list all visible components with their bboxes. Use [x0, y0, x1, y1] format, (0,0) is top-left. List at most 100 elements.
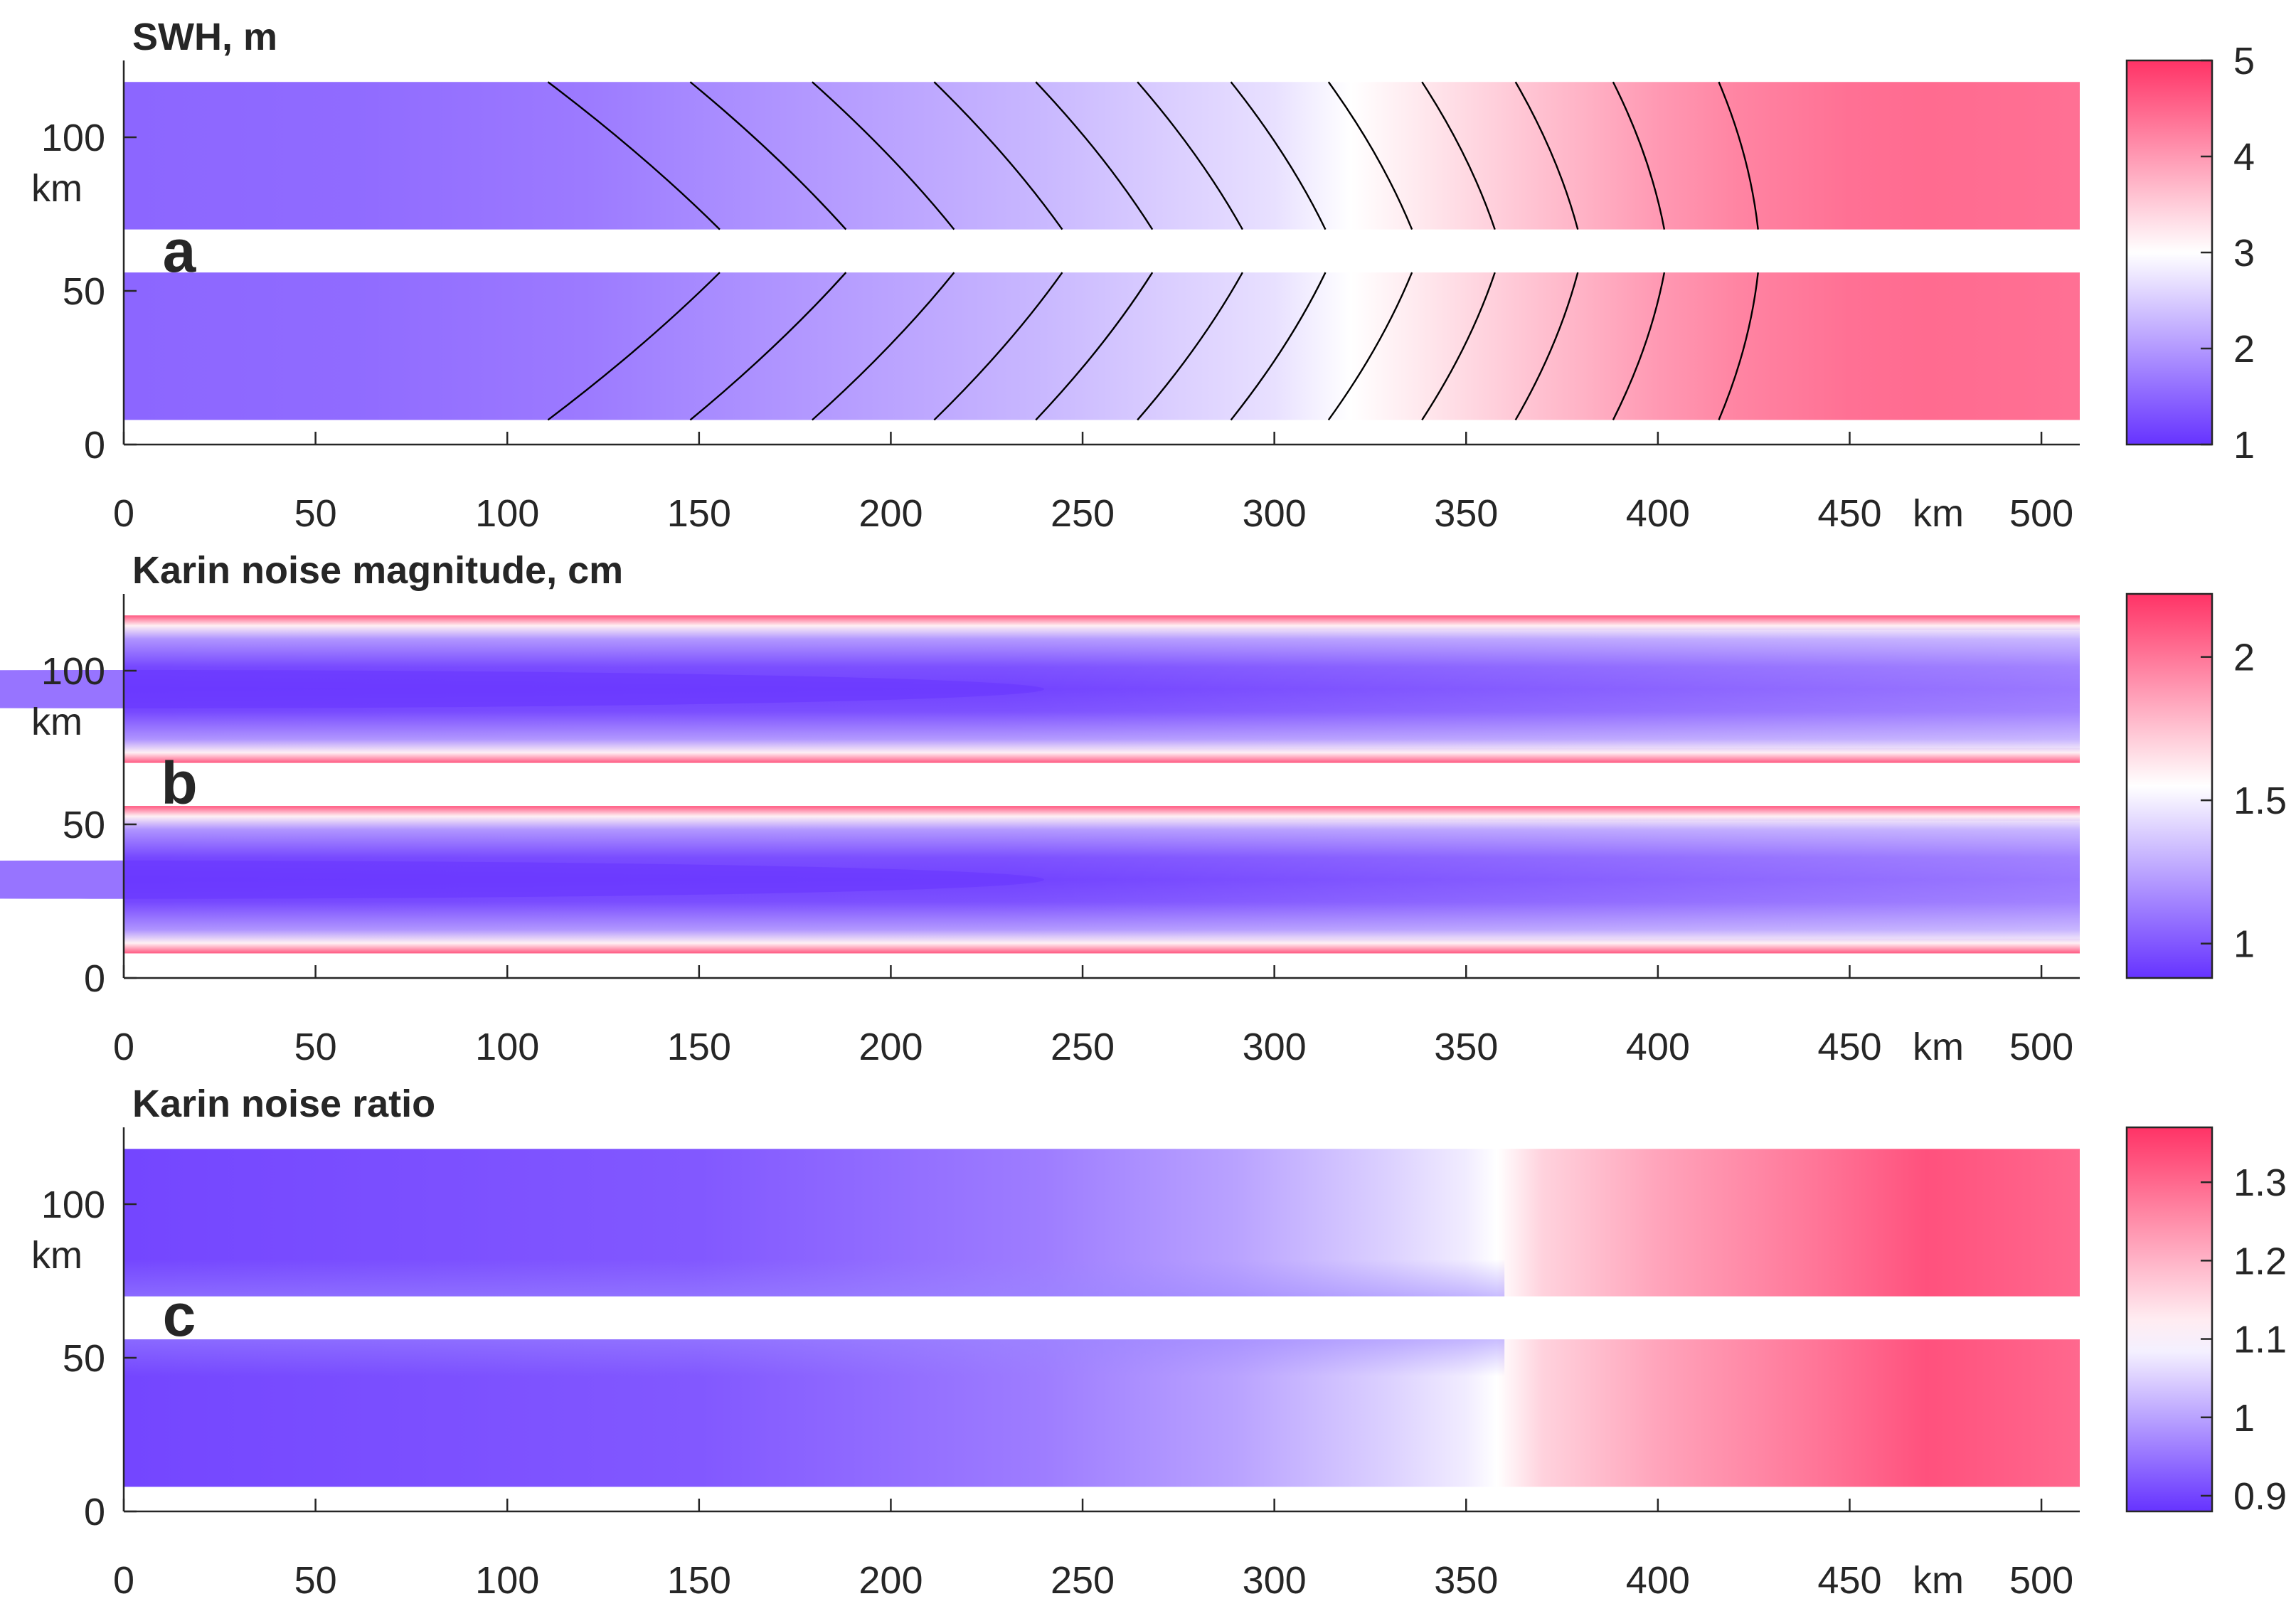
x-tick-label: 100	[475, 1559, 539, 1602]
colorbar-tick-label: 1.2	[2233, 1240, 2287, 1282]
x-tick-label: 150	[667, 1026, 731, 1068]
panel-noise-ratio-x-unit: km	[1913, 1559, 1964, 1602]
panel-swh-y-unit: km	[31, 167, 83, 210]
x-tick-label: 0	[113, 492, 134, 535]
swh-contour-line	[1230, 81, 1327, 230]
panel-noise-magnitude-title: Karin noise magnitude, cm	[132, 549, 623, 592]
y-tick-label: 50	[63, 804, 105, 846]
y-tick-label: 50	[63, 1337, 105, 1380]
colorbar-tick-label: 1	[2233, 424, 2255, 467]
swh-contour-line	[933, 272, 1063, 421]
x-tick-label: 450	[1817, 1559, 1881, 1602]
colorbar-tick-label: 2	[2233, 637, 2255, 679]
panel-noise-magnitude-x-unit: km	[1913, 1026, 1964, 1068]
swh-contour-line	[1718, 272, 1759, 420]
x-tick-label: 200	[859, 1026, 923, 1068]
panel-noise-ratio-plot	[124, 1149, 2080, 1487]
x-tick-label: 0	[113, 1026, 134, 1068]
x-tick-label: 200	[859, 492, 923, 535]
swh-contour-line	[1035, 81, 1154, 230]
colorbar-tick-label: 1.3	[2233, 1161, 2287, 1204]
ratio-edge-shade-lower	[124, 1339, 1505, 1487]
swh-contour-line	[933, 81, 1063, 230]
swh-contour-line	[1137, 81, 1243, 230]
x-tick-label: 450	[1817, 1026, 1881, 1068]
x-tick-label: 50	[294, 1026, 337, 1068]
swh-contour-line	[1327, 272, 1413, 421]
x-tick-label: 150	[667, 492, 731, 535]
x-tick-label: 100	[475, 1026, 539, 1068]
x-tick-label: 500	[2009, 492, 2073, 535]
x-tick-label: 500	[2009, 1559, 2073, 1602]
swh-contour-line	[547, 81, 721, 230]
swh-contour-line	[1035, 272, 1154, 421]
swh-contour-line	[547, 272, 721, 421]
y-tick-label: 0	[84, 1491, 105, 1533]
panel-noise-magnitude-letter: b	[161, 750, 197, 817]
panel-swh-plot	[124, 81, 2080, 421]
swh-contour-line	[1514, 81, 1579, 230]
swh-contour-line	[1612, 81, 1666, 230]
colorbar	[2125, 592, 2213, 979]
x-tick-label: 250	[1051, 492, 1115, 535]
x-tick-label: 300	[1243, 1026, 1307, 1068]
y-tick-label: 0	[84, 424, 105, 467]
swh-contour-line	[812, 81, 955, 230]
y-tick-label: 0	[84, 957, 105, 1000]
panel-noise-ratio-title: Karin noise ratio	[132, 1083, 435, 1125]
noise-minimum-lobe	[0, 860, 1044, 899]
swh-contour-line	[1421, 272, 1496, 421]
x-tick-label: 250	[1051, 1026, 1115, 1068]
x-tick-label: 150	[667, 1559, 731, 1602]
swh-contour-line	[1514, 272, 1579, 421]
colorbar	[2125, 59, 2213, 446]
colorbar-tick-label: 1	[2233, 1397, 2255, 1440]
panel-swh-letter: a	[163, 218, 197, 285]
x-tick-label: 350	[1434, 1026, 1498, 1068]
x-tick-label: 400	[1626, 492, 1690, 535]
x-tick-label: 350	[1434, 492, 1498, 535]
x-tick-label: 300	[1243, 1559, 1307, 1602]
swh-contour-line	[1612, 272, 1666, 420]
swh-contour-line	[689, 81, 847, 230]
panel-noise-ratio: 0 50 100 150 200 250 300 350 400 450 500 0 50 100 Ka…	[31, 1083, 2287, 1602]
y-tick-label: 100	[41, 117, 105, 159]
y-tick-label: 50	[63, 270, 105, 313]
swh-contour-line	[1327, 81, 1413, 230]
colorbar-tick-label: 5	[2233, 40, 2255, 83]
x-tick-label: 500	[2009, 1026, 2073, 1068]
colorbar	[2125, 1126, 2213, 1513]
y-tick-label: 100	[41, 1184, 105, 1226]
x-tick-label: 100	[475, 492, 539, 535]
x-tick-label: 0	[113, 1559, 134, 1602]
panel-swh-x-unit: km	[1913, 492, 1964, 535]
colorbar-tick-label: 1.5	[2233, 780, 2287, 822]
swh-swath-band-upper	[124, 82, 2080, 230]
panel-swh: 0 50 100 150 200 250 300 350 400 450 500 0 50 100 SW…	[31, 16, 2255, 535]
swh-contour-line	[1137, 272, 1243, 421]
panel-noise-ratio-y-unit: km	[31, 1234, 83, 1277]
swh-contour-line	[689, 272, 847, 421]
colorbar-tick-label: 4	[2233, 136, 2255, 179]
x-tick-label: 350	[1434, 1559, 1498, 1602]
x-tick-label: 50	[294, 1559, 337, 1602]
x-tick-label: 400	[1626, 1559, 1690, 1602]
swh-contour-line	[812, 272, 955, 421]
swh-contour-line	[1421, 81, 1496, 230]
panel-swh-title: SWH, m	[132, 16, 277, 58]
swh-swath-band-lower	[124, 272, 2080, 420]
x-tick-label: 200	[859, 1559, 923, 1602]
colorbar-tick-label: 1.1	[2233, 1319, 2287, 1361]
ratio-edge-shade-upper	[124, 1149, 1505, 1297]
colorbar-tick-label: 1	[2233, 923, 2255, 966]
colorbar-tick-label: 3	[2233, 232, 2255, 275]
x-tick-label: 250	[1051, 1559, 1115, 1602]
panel-noise-ratio-letter: c	[163, 1282, 196, 1349]
panel-noise-magnitude-plot	[0, 615, 2080, 954]
y-tick-label: 100	[41, 650, 105, 693]
colorbar-tick-label: 2	[2233, 328, 2255, 371]
swh-contour-line	[1230, 272, 1327, 421]
x-tick-label: 400	[1626, 1026, 1690, 1068]
panel-noise-magnitude-y-unit: km	[31, 701, 83, 743]
colorbar-tick-label: 0.9	[2233, 1475, 2287, 1518]
